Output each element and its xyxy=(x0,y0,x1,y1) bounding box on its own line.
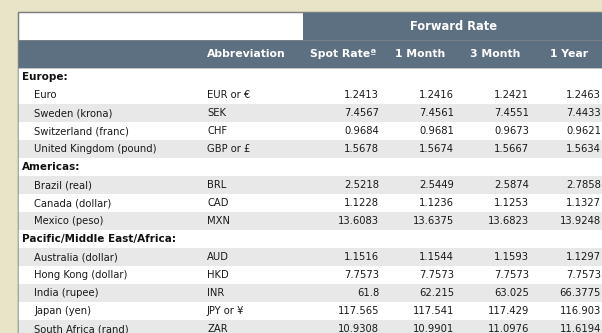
Text: 2.7858: 2.7858 xyxy=(566,180,601,190)
Bar xyxy=(18,194,602,212)
Bar xyxy=(18,230,602,248)
Text: 1 Year: 1 Year xyxy=(550,49,588,59)
Text: EUR or €: EUR or € xyxy=(207,90,250,100)
Text: 0.9621: 0.9621 xyxy=(566,126,601,136)
Text: 1.1297: 1.1297 xyxy=(566,252,601,262)
Text: 117.541: 117.541 xyxy=(412,306,454,316)
Text: 2.5874: 2.5874 xyxy=(494,180,529,190)
Bar xyxy=(18,158,602,176)
Text: 1.2413: 1.2413 xyxy=(344,90,379,100)
Text: 63.025: 63.025 xyxy=(494,288,529,298)
Bar xyxy=(18,284,602,302)
Text: 61.8: 61.8 xyxy=(357,288,379,298)
Text: 1.5678: 1.5678 xyxy=(344,144,379,154)
Text: United Kingdom (pound): United Kingdom (pound) xyxy=(34,144,157,154)
Text: 1.1593: 1.1593 xyxy=(494,252,529,262)
Text: 7.7573: 7.7573 xyxy=(494,270,529,280)
Text: 0.9684: 0.9684 xyxy=(344,126,379,136)
Bar xyxy=(18,104,602,122)
Text: 1.1228: 1.1228 xyxy=(344,198,379,208)
Text: BRL: BRL xyxy=(207,180,226,190)
Text: 10.9308: 10.9308 xyxy=(338,324,379,333)
Text: MXN: MXN xyxy=(207,216,230,226)
Text: 1.2416: 1.2416 xyxy=(419,90,454,100)
Bar xyxy=(18,68,602,86)
Text: 1.1544: 1.1544 xyxy=(419,252,454,262)
Text: 1 Month: 1 Month xyxy=(396,49,445,59)
Bar xyxy=(18,320,602,333)
Text: 1.5634: 1.5634 xyxy=(566,144,601,154)
Text: 13.6823: 13.6823 xyxy=(488,216,529,226)
Bar xyxy=(18,212,602,230)
Text: Switzerland (franc): Switzerland (franc) xyxy=(34,126,129,136)
Text: Forward Rate: Forward Rate xyxy=(411,20,497,33)
Text: SEK: SEK xyxy=(207,108,226,118)
Text: CHF: CHF xyxy=(207,126,227,136)
Text: 1.5667: 1.5667 xyxy=(494,144,529,154)
Text: Europe:: Europe: xyxy=(22,72,67,82)
Text: 7.7573: 7.7573 xyxy=(566,270,601,280)
Text: 13.6083: 13.6083 xyxy=(338,216,379,226)
Bar xyxy=(18,266,602,284)
Text: Japan (yen): Japan (yen) xyxy=(34,306,91,316)
Text: 0.9681: 0.9681 xyxy=(419,126,454,136)
Text: 1.1236: 1.1236 xyxy=(419,198,454,208)
Text: 7.4567: 7.4567 xyxy=(344,108,379,118)
Text: 1.2463: 1.2463 xyxy=(566,90,601,100)
Text: Australia (dollar): Australia (dollar) xyxy=(34,252,118,262)
Text: 66.3775: 66.3775 xyxy=(560,288,601,298)
Bar xyxy=(18,140,602,158)
Text: 13.6375: 13.6375 xyxy=(413,216,454,226)
Text: 1.5674: 1.5674 xyxy=(419,144,454,154)
Text: 11.6194: 11.6194 xyxy=(560,324,601,333)
Text: 7.4433: 7.4433 xyxy=(566,108,601,118)
Text: Hong Kong (dollar): Hong Kong (dollar) xyxy=(34,270,128,280)
Bar xyxy=(18,248,602,266)
Text: 3 Month: 3 Month xyxy=(470,49,521,59)
Text: 62.215: 62.215 xyxy=(419,288,454,298)
Text: 117.429: 117.429 xyxy=(488,306,529,316)
Text: Mexico (peso): Mexico (peso) xyxy=(34,216,104,226)
Text: 11.0976: 11.0976 xyxy=(488,324,529,333)
Text: 117.565: 117.565 xyxy=(338,306,379,316)
Bar xyxy=(18,86,602,104)
Bar xyxy=(18,176,602,194)
Text: 1.1516: 1.1516 xyxy=(344,252,379,262)
Text: AUD: AUD xyxy=(207,252,229,262)
Text: South Africa (rand): South Africa (rand) xyxy=(34,324,129,333)
Text: HKD: HKD xyxy=(207,270,229,280)
Text: 7.7573: 7.7573 xyxy=(344,270,379,280)
Text: Sweden (krona): Sweden (krona) xyxy=(34,108,113,118)
Bar xyxy=(18,122,602,140)
Text: 7.7573: 7.7573 xyxy=(419,270,454,280)
Text: 10.9901: 10.9901 xyxy=(413,324,454,333)
Text: ZAR: ZAR xyxy=(207,324,228,333)
Text: 7.4561: 7.4561 xyxy=(419,108,454,118)
Text: Canada (dollar): Canada (dollar) xyxy=(34,198,111,208)
Text: Pacific/Middle East/Africa:: Pacific/Middle East/Africa: xyxy=(22,234,176,244)
Text: Brazil (real): Brazil (real) xyxy=(34,180,92,190)
Text: Spot Rateª: Spot Rateª xyxy=(310,49,376,59)
Text: JPY or ¥: JPY or ¥ xyxy=(207,306,244,316)
Text: India (rupee): India (rupee) xyxy=(34,288,99,298)
Text: CAD: CAD xyxy=(207,198,229,208)
Text: Abbreviation: Abbreviation xyxy=(207,49,286,59)
Text: 7.4551: 7.4551 xyxy=(494,108,529,118)
Text: 116.903: 116.903 xyxy=(560,306,601,316)
Text: Euro: Euro xyxy=(34,90,57,100)
Bar xyxy=(303,12,602,40)
Text: Americas:: Americas: xyxy=(22,162,81,172)
Bar xyxy=(18,40,602,68)
Text: 0.9673: 0.9673 xyxy=(494,126,529,136)
Text: INR: INR xyxy=(207,288,225,298)
Text: 1.2421: 1.2421 xyxy=(494,90,529,100)
Text: 1.1253: 1.1253 xyxy=(494,198,529,208)
Text: 13.9248: 13.9248 xyxy=(560,216,601,226)
Text: 1.1327: 1.1327 xyxy=(566,198,601,208)
Text: GBP or £: GBP or £ xyxy=(207,144,250,154)
Text: 2.5218: 2.5218 xyxy=(344,180,379,190)
Bar xyxy=(18,302,602,320)
Text: 2.5449: 2.5449 xyxy=(419,180,454,190)
